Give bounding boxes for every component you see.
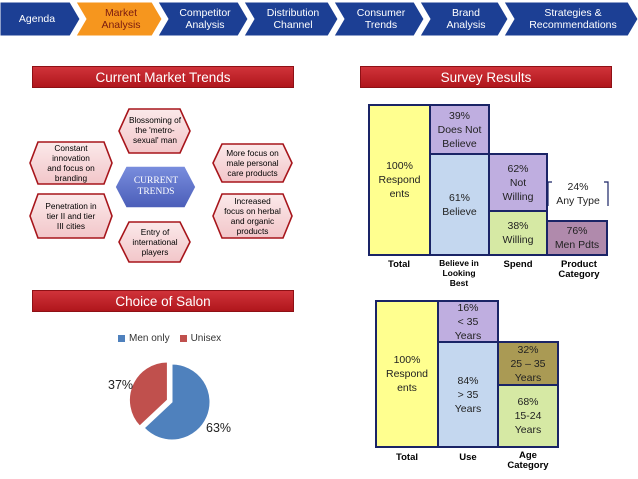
top-navigation: Agenda Market Analysis Competitor Analys…	[0, 0, 638, 40]
survey1-axis-believe: Believe in Looking Best	[439, 258, 479, 288]
hex-trend-1	[29, 141, 113, 185]
nav-brand-analysis-shape	[420, 2, 508, 36]
survey2-use-old-box: 84% > 35 Years	[437, 341, 499, 448]
hex-trend-3	[212, 143, 293, 183]
trend-label-3: More focus on male personal care product…	[226, 148, 279, 178]
nav-distribution-channel-shape	[244, 2, 338, 36]
trends-title-banner: Current Market Trends	[32, 66, 294, 88]
legend-swatch-unisex	[179, 335, 187, 342]
survey2-use-young-box: 16% < 35 Years	[437, 300, 499, 343]
nav-strategies[interactable]: Strategies & Recommendations	[504, 2, 638, 36]
nav-competitor-analysis[interactable]: Competitor Analysis	[158, 2, 248, 36]
survey-title: Survey Results	[440, 69, 532, 85]
survey-title-banner: Survey Results	[360, 66, 612, 88]
salon-title: Choice of Salon	[115, 293, 211, 309]
trend-label-6: Increased focus on herbal and organic pr…	[224, 196, 281, 236]
legend-label-unisex: Unisex	[190, 333, 222, 344]
nav-competitor-analysis-shape	[158, 2, 248, 36]
nav-strategies-label: Strategies & Recommendations	[529, 7, 617, 31]
salon-legend: Men only Unisex	[118, 333, 221, 344]
survey2-age-young-box: 68% 15-24 Years	[497, 384, 559, 448]
survey2-age-mid-box: 32% 25 – 35 Years	[497, 341, 559, 386]
survey1-axis-spend: Spend	[503, 259, 533, 270]
pie-slice-men-only	[143, 363, 211, 441]
legend-label-men-only: Men only	[129, 333, 170, 344]
trend-label-2: Blossoming of the 'metro- sexual' man	[128, 115, 182, 145]
survey1-axis-product: Product Category	[558, 259, 600, 280]
survey2-total-box: 100% Respond ents	[375, 300, 439, 448]
trend-label-4: Penetration in tier II and tier III citi…	[45, 201, 97, 231]
trends-hexagon-diagram	[29, 108, 293, 263]
salon-title-banner: Choice of Salon	[32, 290, 294, 312]
hex-center	[114, 165, 197, 209]
nav-competitor-analysis-label: Competitor Analysis	[179, 7, 231, 31]
nav-consumer-trends-label: Consumer Trends	[356, 7, 406, 31]
pie-label-unisex: 37%	[108, 378, 134, 392]
survey2-axis-total: Total	[396, 452, 418, 463]
nav-agenda-label: Agenda	[18, 13, 56, 25]
survey1-men-pdts-box: 76% Men Pdts	[546, 220, 608, 256]
hex-trend-5	[118, 221, 191, 263]
nav-consumer-trends-shape	[334, 2, 424, 36]
pie-slice-unisex	[128, 361, 168, 427]
hex-trend-2	[118, 108, 191, 154]
trend-label-5: Entry of international players	[132, 227, 178, 257]
salon-pie-chart	[128, 361, 211, 441]
trends-title: Current Market Trends	[95, 69, 231, 85]
survey1-spend-yes-box: 38% Willing	[488, 210, 548, 256]
trend-center-label: CURRENT TRENDS	[133, 176, 179, 197]
survey1-believe-no-box: 39% Does Not Believe	[429, 104, 490, 155]
hex-trend-4	[29, 193, 113, 239]
nav-brand-analysis-label: Brand Analysis	[446, 7, 486, 31]
nav-consumer-trends[interactable]: Consumer Trends	[334, 2, 424, 36]
nav-distribution-channel-label: Distribution Channel	[266, 7, 320, 31]
survey2-axis-use: Use	[459, 452, 477, 463]
nav-strategies-shape	[504, 2, 638, 36]
survey1-spend-no-box: 62% Not Willing	[488, 153, 548, 212]
nav-market-analysis-shape	[76, 2, 162, 36]
survey1-total-box: 100% Respond ents	[368, 104, 431, 256]
pie-label-men-only: 63%	[206, 421, 232, 435]
nav-market-analysis-label: Market Analysis	[101, 7, 141, 31]
nav-distribution-channel[interactable]: Distribution Channel	[244, 2, 338, 36]
nav-brand-analysis[interactable]: Brand Analysis	[420, 2, 508, 36]
nav-agenda-shape	[0, 2, 80, 36]
legend-swatch-men-only	[118, 335, 125, 342]
survey1-believe-yes-box: 61% Believe	[429, 153, 490, 256]
survey1-any-type-label: 24% Any Type	[552, 180, 604, 208]
trend-label-1: Constant innovation and focus on brandin…	[47, 143, 95, 183]
hex-trend-6	[212, 193, 293, 239]
nav-market-analysis[interactable]: Market Analysis	[76, 2, 162, 36]
survey1-axis-total: Total	[388, 259, 410, 270]
nav-agenda[interactable]: Agenda	[0, 2, 80, 36]
survey2-axis-age: Age Category	[507, 450, 549, 471]
